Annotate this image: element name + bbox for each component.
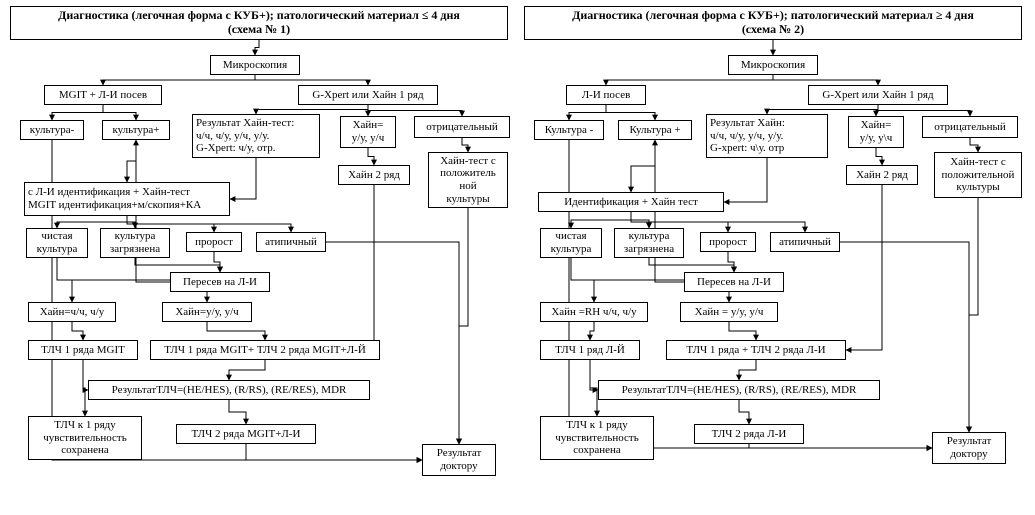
node-R_title: Диагностика (легочная форма с КУБ+); пат… xyxy=(524,6,1022,40)
node-L_s1: ТЛЧ к 1 рядучувствительностьсохранена xyxy=(28,416,142,460)
node-L_t12: ТЛЧ 1 ряда MGIT+ ТЛЧ 2 ряда MGIT+Л-Й xyxy=(150,340,380,360)
node-L_mgit: MGIT + Л-И посев xyxy=(44,85,162,105)
node-R_cont: культуразагрязнена xyxy=(614,228,684,258)
flowchart-canvas: { "meta": { "width": 1035, "height": 515… xyxy=(0,0,1035,515)
node-R_hres: Результат Хайн:ч/ч, ч/у, у/ч, у/у.G-xper… xyxy=(706,114,828,158)
node-R_doc: Результатдоктору xyxy=(932,432,1006,464)
node-R_hpos: Хайн-тест сположительнойкультуры xyxy=(934,152,1022,198)
node-L_pure: чистаякультура xyxy=(26,228,88,258)
node-L_culp: культура+ xyxy=(102,120,170,140)
node-L_doc: Результатдоктору xyxy=(422,444,496,476)
node-R_micro: Микроскопия xyxy=(728,55,818,75)
node-L_hpos: Хайн-тест сположительнойкультуры xyxy=(428,152,508,208)
node-R_ha: Хайн =RH ч/ч, ч/у xyxy=(540,302,648,322)
node-R_pure: чистаякультура xyxy=(540,228,602,258)
node-R_t1: ТЛЧ 1 ряд Л-Й xyxy=(540,340,640,360)
node-L_hres: Результат Хайн-тест:ч/ч, ч/у, у/ч, у/у.G… xyxy=(192,114,320,158)
node-L_ident: с Л-И идентификация + Хайн-тестMGIT иден… xyxy=(24,182,230,216)
node-R_li: Л-И посев xyxy=(566,85,646,105)
node-R_huu: Хайн=у/у, у\ч xyxy=(848,116,904,148)
node-R_pror: пророст xyxy=(700,232,756,252)
node-R_ident: Идентификация + Хайн тест xyxy=(538,192,724,212)
node-L_rt: РезультатТЛЧ=(HE/HES), (R/RS), (RE/RES),… xyxy=(88,380,370,400)
node-R_culm: Культура - xyxy=(534,120,604,140)
node-R_hb: Хайн = у/у, у/ч xyxy=(680,302,778,322)
node-L_micro: Микроскопия xyxy=(210,55,300,75)
node-L_huu: Хайн=у/у, у/ч xyxy=(340,116,396,148)
node-L_pror: пророст xyxy=(186,232,242,252)
node-R_s1: ТЛЧ к 1 рядучувствительностьсохранена xyxy=(540,416,654,460)
node-L_cont: культуразагрязнена xyxy=(100,228,170,258)
node-L_neg: отрицательный xyxy=(414,116,510,138)
node-L_atyp: атипичный xyxy=(256,232,326,252)
node-L_ha: Хайн=ч/ч, ч/у xyxy=(28,302,116,322)
node-L_h2: Хайн 2 ряд xyxy=(338,165,410,185)
node-R_t12: ТЛЧ 1 ряда + ТЛЧ 2 ряда Л-И xyxy=(666,340,846,360)
node-R_h2: Хайн 2 ряд xyxy=(846,165,918,185)
node-R_s2: ТЛЧ 2 ряда Л-И xyxy=(694,424,804,444)
node-R_culp: Культура + xyxy=(618,120,692,140)
node-L_s2: ТЛЧ 2 ряда MGIT+Л-И xyxy=(176,424,316,444)
node-L_reseed: Пересев на Л-И xyxy=(170,272,270,292)
node-R_gx: G-Xpert или Хайн 1 ряд xyxy=(808,85,948,105)
node-R_reseed: Пересев на Л-И xyxy=(684,272,784,292)
node-L_gx: G-Xpert или Хайн 1 ряд xyxy=(298,85,438,105)
node-L_t1: ТЛЧ 1 ряда MGIT xyxy=(28,340,138,360)
node-R_atyp: атипичный xyxy=(770,232,840,252)
node-R_neg: отрицательный xyxy=(922,116,1018,138)
node-L_title: Диагностика (легочная форма с КУБ+); пат… xyxy=(10,6,508,40)
node-L_culm: культура- xyxy=(20,120,84,140)
node-R_rt: РезультатТЛЧ=(HE/HES), (R/RS), (RE/RES),… xyxy=(598,380,880,400)
node-L_hb: Хайн=у/у, у/ч xyxy=(162,302,252,322)
